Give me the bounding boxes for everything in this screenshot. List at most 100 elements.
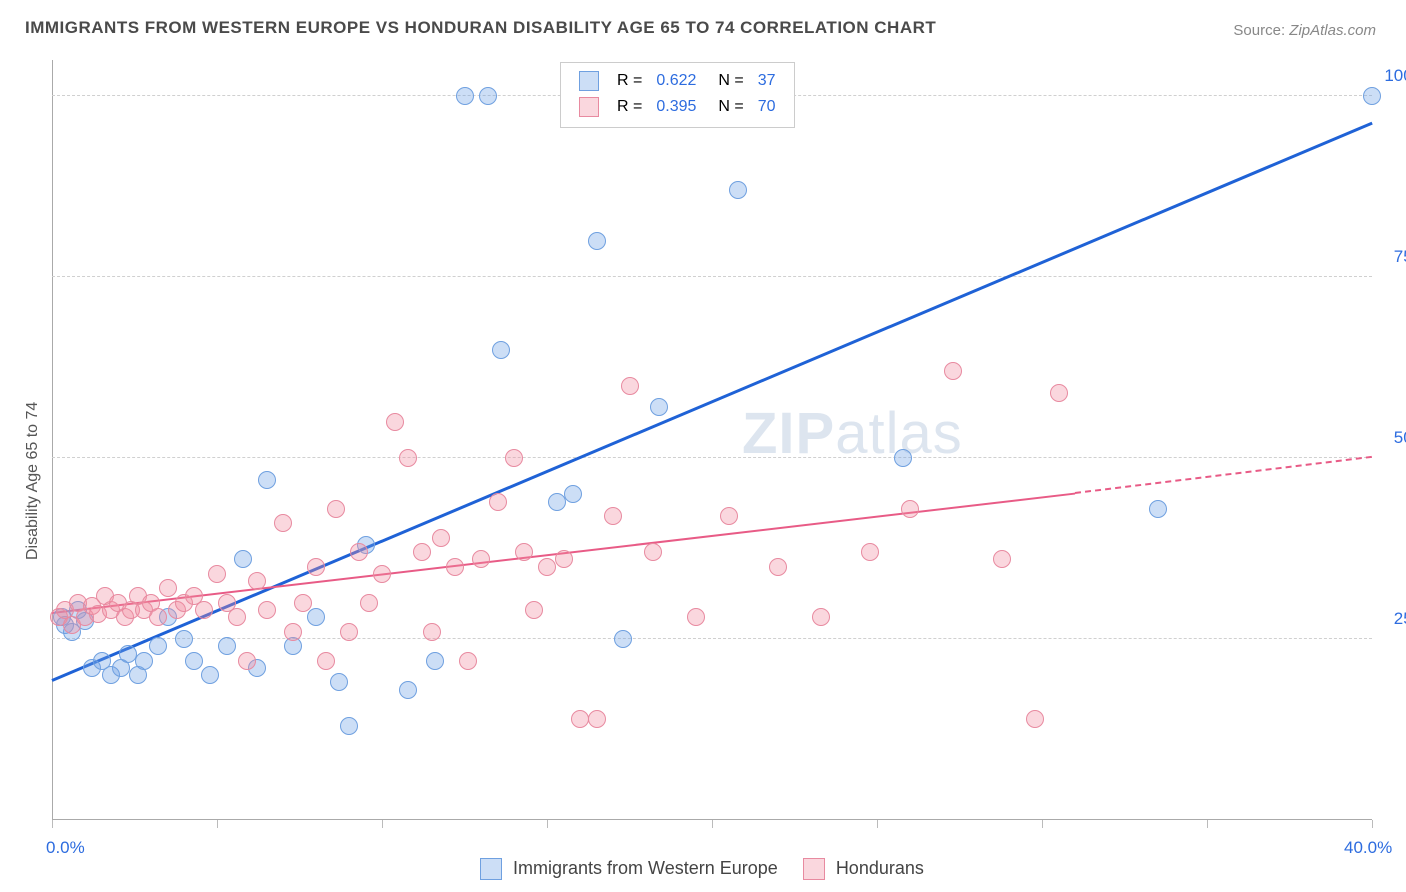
data-point [327, 500, 345, 518]
x-tick [712, 820, 713, 828]
data-point [687, 608, 705, 626]
x-tick [382, 820, 383, 828]
data-point [621, 377, 639, 395]
series-a-label: Immigrants from Western Europe [513, 858, 778, 878]
gridline-h [52, 457, 1372, 458]
data-point [729, 181, 747, 199]
data-point [426, 652, 444, 670]
data-point [258, 471, 276, 489]
data-point [149, 608, 167, 626]
data-point [185, 652, 203, 670]
data-point [571, 710, 589, 728]
data-point [472, 550, 490, 568]
y-tick-label: 100.0% [1382, 66, 1406, 86]
data-point [423, 623, 441, 641]
data-point [894, 449, 912, 467]
x-tick [1372, 820, 1373, 828]
y-tick-label: 50.0% [1382, 428, 1406, 448]
source-attribution: Source: ZipAtlas.com [1233, 22, 1376, 39]
data-point [307, 608, 325, 626]
data-point [944, 362, 962, 380]
data-point [720, 507, 738, 525]
data-point [861, 543, 879, 561]
x-tick [52, 820, 53, 828]
data-point [901, 500, 919, 518]
data-point [201, 666, 219, 684]
correlation-legend: R = 0.622 N = 37 R = 0.395 N = 70 [560, 62, 795, 128]
data-point [208, 565, 226, 583]
data-point [515, 543, 533, 561]
source-value: ZipAtlas.com [1289, 22, 1376, 39]
plot-area: ZIPatlas 25.0%50.0%75.0%100.0%0.0%40.0% [52, 60, 1372, 820]
data-point [769, 558, 787, 576]
data-point [135, 652, 153, 670]
data-point [1149, 500, 1167, 518]
data-point [175, 630, 193, 648]
data-point [413, 543, 431, 561]
series-a-n: 37 [752, 69, 782, 93]
x-tick [217, 820, 218, 828]
trend-line [1075, 456, 1372, 494]
data-point [294, 594, 312, 612]
data-point [555, 550, 573, 568]
data-point [248, 572, 266, 590]
swatch-series-b [579, 97, 599, 117]
data-point [446, 558, 464, 576]
data-point [218, 637, 236, 655]
data-point [307, 558, 325, 576]
legend-row-a: R = 0.622 N = 37 [573, 69, 782, 93]
data-point [538, 558, 556, 576]
gridline-h [52, 638, 1372, 639]
swatch-bottom-a [480, 858, 502, 880]
series-a-r: 0.622 [650, 69, 702, 93]
data-point [228, 608, 246, 626]
data-point [505, 449, 523, 467]
data-point [492, 341, 510, 359]
data-point [548, 493, 566, 511]
data-point [644, 543, 662, 561]
data-point [459, 652, 477, 670]
data-point [195, 601, 213, 619]
data-point [650, 398, 668, 416]
y-tick-label: 25.0% [1382, 609, 1406, 629]
data-point [432, 529, 450, 547]
data-point [588, 232, 606, 250]
data-point [159, 579, 177, 597]
data-point [340, 717, 358, 735]
x-tick-label: 40.0% [1344, 838, 1392, 858]
chart-title: IMMIGRANTS FROM WESTERN EUROPE VS HONDUR… [25, 18, 936, 38]
data-point [456, 87, 474, 105]
data-point [1026, 710, 1044, 728]
data-point [399, 681, 417, 699]
data-point [149, 637, 167, 655]
data-point [386, 413, 404, 431]
data-point [119, 645, 137, 663]
data-point [399, 449, 417, 467]
x-tick [877, 820, 878, 828]
axis-border [52, 60, 1372, 820]
swatch-series-a [579, 71, 599, 91]
data-point [330, 673, 348, 691]
legend-row-b: R = 0.395 N = 70 [573, 95, 782, 119]
x-tick [547, 820, 548, 828]
data-point [479, 87, 497, 105]
x-tick-label: 0.0% [46, 838, 85, 858]
data-point [993, 550, 1011, 568]
data-point [360, 594, 378, 612]
data-point [340, 623, 358, 641]
data-point [564, 485, 582, 503]
gridline-h [52, 276, 1372, 277]
data-point [588, 710, 606, 728]
series-legend: Immigrants from Western Europe Hondurans [480, 858, 924, 880]
source-label: Source: [1233, 22, 1285, 39]
y-axis-label: Disability Age 65 to 74 [24, 402, 42, 560]
data-point [614, 630, 632, 648]
data-point [1050, 384, 1068, 402]
data-point [258, 601, 276, 619]
data-point [812, 608, 830, 626]
data-point [284, 623, 302, 641]
data-point [1363, 87, 1381, 105]
swatch-bottom-b [803, 858, 825, 880]
series-b-r: 0.395 [650, 95, 702, 119]
data-point [234, 550, 252, 568]
